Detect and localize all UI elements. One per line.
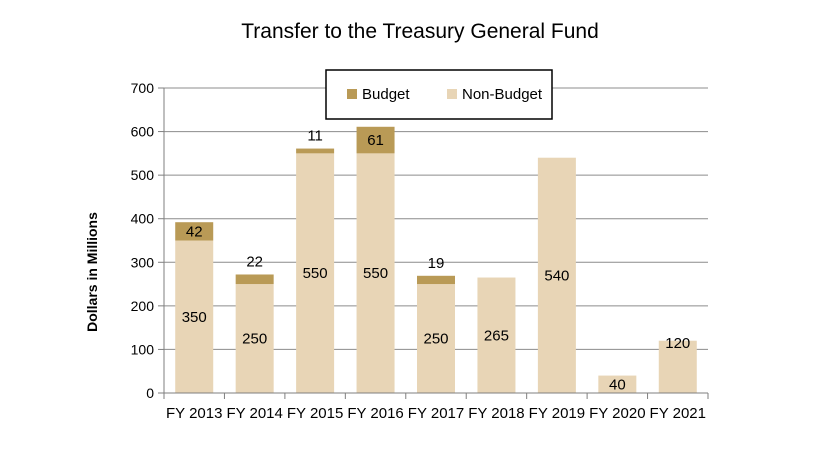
legend-box bbox=[325, 69, 553, 120]
y-axis-ticks: 0 100 200 300 400 500 600 700 bbox=[131, 80, 164, 401]
x-tick-label: FY 2021 bbox=[650, 405, 706, 422]
legend-label: Budget bbox=[362, 86, 410, 103]
y-tick-label: 500 bbox=[131, 167, 155, 183]
data-label-non-budget: 350 bbox=[182, 309, 207, 326]
x-axis-ticks: FY 2013 FY 2014 FY 2015 FY 2016 FY 2017 FY 20… bbox=[163, 393, 709, 422]
bar-non-budget bbox=[296, 153, 335, 393]
bar-budget bbox=[356, 126, 395, 154]
bar-non-budget bbox=[175, 240, 214, 393]
bars bbox=[175, 126, 697, 393]
legend-swatch bbox=[447, 89, 457, 99]
y-tick-label: 300 bbox=[131, 254, 155, 270]
chart-title: Transfer to the Treasury General Fund bbox=[241, 20, 599, 43]
x-tick-label: FY 2019 bbox=[529, 405, 585, 422]
data-label-non-budget: 540 bbox=[544, 267, 569, 284]
bar-budget bbox=[296, 148, 335, 154]
data-label-budget: 11 bbox=[307, 128, 323, 145]
bar-non-budget bbox=[598, 375, 637, 393]
x-tick-label: FY 2015 bbox=[287, 405, 343, 422]
y-tick-label: 600 bbox=[131, 124, 155, 140]
x-tick-label: FY 2018 bbox=[468, 405, 524, 422]
x-tick-label: FY 2020 bbox=[589, 405, 645, 422]
bar-budget bbox=[175, 222, 214, 241]
x-tick-label: FY 2014 bbox=[226, 405, 282, 422]
y-tick-label: 400 bbox=[131, 211, 155, 227]
data-label-non-budget: 550 bbox=[303, 265, 328, 282]
axes bbox=[163, 88, 708, 394]
bar-budget bbox=[235, 274, 274, 285]
bar-budget bbox=[417, 275, 455, 285]
x-tick-label: FY 2013 bbox=[166, 405, 222, 422]
x-tick-label: FY 2016 bbox=[347, 405, 403, 422]
legend: Budget Non-Budget bbox=[325, 69, 553, 120]
bar-non-budget bbox=[477, 277, 516, 393]
data-label-non-budget: 265 bbox=[484, 327, 509, 344]
data-label-budget: 22 bbox=[246, 253, 263, 270]
data-label-non-budget: 120 bbox=[665, 335, 690, 352]
data-label-non-budget: 250 bbox=[242, 331, 267, 348]
legend-swatch bbox=[347, 89, 357, 99]
bar-non-budget bbox=[356, 153, 395, 393]
data-label-budget: 19 bbox=[428, 255, 445, 272]
data-label-non-budget: 550 bbox=[363, 265, 388, 282]
legend-label: Non-Budget bbox=[462, 86, 543, 103]
bar-non-budget bbox=[417, 284, 455, 393]
bar-non-budget bbox=[537, 157, 576, 393]
bar-non-budget bbox=[658, 340, 697, 393]
data-label-budget: 42 bbox=[186, 223, 203, 240]
y-tick-label: 200 bbox=[131, 298, 155, 314]
data-labels: 350 42 250 22 550 11 550 61 250 19 265 540 40 120 bbox=[182, 128, 691, 394]
y-tick-label: 700 bbox=[131, 80, 155, 96]
x-tick-label: FY 2017 bbox=[408, 405, 464, 422]
data-label-non-budget: 250 bbox=[423, 331, 448, 348]
data-label-budget: 61 bbox=[367, 132, 384, 149]
bar-non-budget bbox=[235, 284, 274, 393]
y-tick-label: 0 bbox=[146, 385, 154, 401]
data-label-non-budget: 40 bbox=[609, 376, 626, 393]
y-tick-label: 100 bbox=[131, 341, 155, 357]
